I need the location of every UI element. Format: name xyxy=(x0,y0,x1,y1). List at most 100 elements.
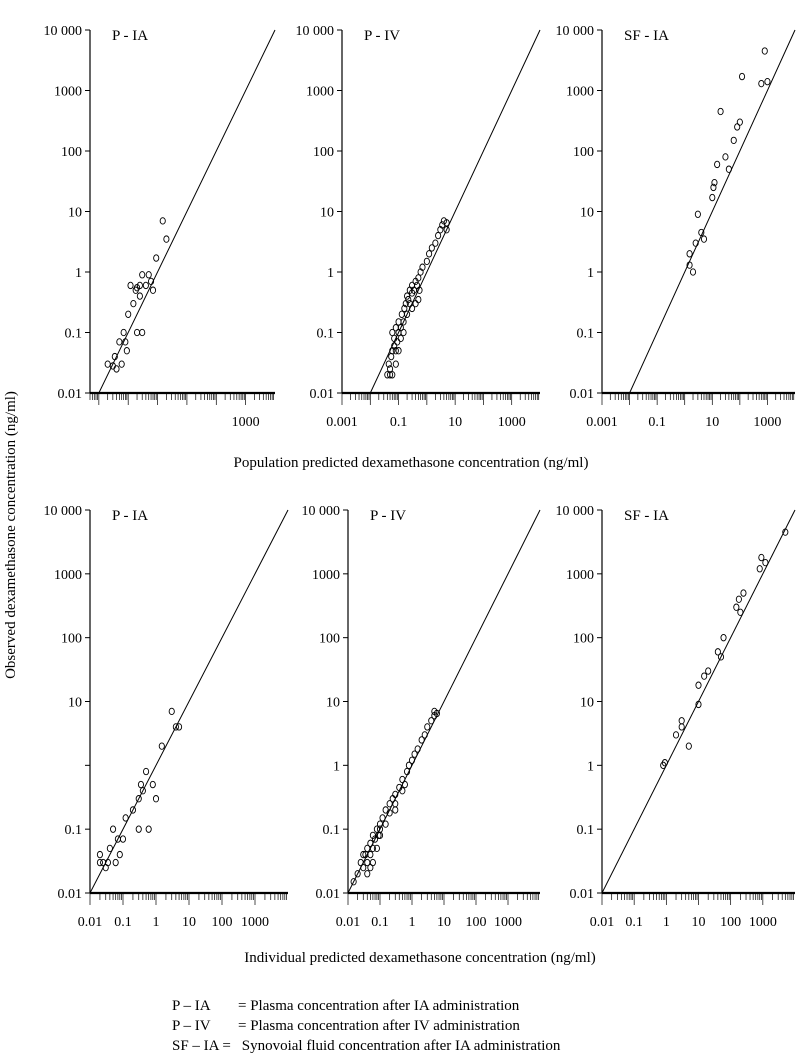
data-point xyxy=(392,347,399,355)
x-tick-label: 1 xyxy=(663,915,670,930)
y-tick-label: 0.1 xyxy=(323,823,341,838)
data-point xyxy=(424,723,431,731)
data-point xyxy=(350,878,357,886)
data-point xyxy=(172,723,179,731)
legend-text: Synovoial fluid concentration after IA a… xyxy=(238,1038,561,1054)
data-point xyxy=(408,756,416,764)
data-point xyxy=(717,653,725,661)
data-point xyxy=(364,870,371,878)
data-point xyxy=(758,553,765,562)
y-axis-label: Observed dexamethasone concentration (ng… xyxy=(3,391,19,679)
data-point xyxy=(119,835,127,843)
data-point xyxy=(735,595,742,603)
data-point xyxy=(405,295,412,304)
y-tick-label: 100 xyxy=(573,632,594,647)
y-tick-label: 1 xyxy=(327,266,334,281)
x-tick-label: 10 xyxy=(448,415,462,430)
data-point xyxy=(142,281,149,290)
y-tick-label: 10 000 xyxy=(296,24,335,39)
x-tick-label: 0.1 xyxy=(625,915,643,930)
data-point xyxy=(416,286,423,294)
data-point xyxy=(176,723,183,731)
x-tick-label: 10 xyxy=(437,915,451,930)
data-point xyxy=(404,292,411,300)
legend-row-sf-ia: SF – IA = Synovoial fluid concentration … xyxy=(172,1036,560,1056)
data-point xyxy=(720,634,727,642)
data-point xyxy=(733,603,740,611)
legend-key: P – IV xyxy=(172,1018,211,1034)
y-tick-label: 0.1 xyxy=(65,823,83,838)
data-point xyxy=(152,795,160,803)
x-tick-label: 0.01 xyxy=(78,915,103,930)
data-point xyxy=(136,281,143,290)
data-point xyxy=(700,235,708,243)
data-point xyxy=(399,787,406,795)
data-point xyxy=(736,118,743,126)
identity-line xyxy=(89,509,289,894)
panel-title: P - IA xyxy=(112,508,148,524)
chart-panel-3: 0.01 0.1 1 10 100 1000 10 000 0.001 0.1 10 1000 SF … xyxy=(556,24,796,430)
data-point xyxy=(110,825,117,833)
data-point xyxy=(694,210,701,218)
data-point xyxy=(111,352,118,361)
data-point xyxy=(382,820,389,828)
legend-key: SF – IA = xyxy=(172,1038,231,1054)
chart-panel-5: 0.01 0.1 1 10 100 1000 10 000 0.01 0.1 1 10 100 1000… xyxy=(302,504,541,930)
data-point xyxy=(695,700,702,709)
data-point xyxy=(758,79,765,88)
panel-title: P - IV xyxy=(370,508,406,524)
data-point xyxy=(385,360,392,368)
data-point xyxy=(113,365,120,373)
data-point xyxy=(401,304,408,313)
data-point xyxy=(116,338,123,346)
data-point xyxy=(705,667,712,675)
data-point xyxy=(112,858,119,867)
data-point xyxy=(400,318,407,326)
data-point xyxy=(379,814,386,822)
data-point xyxy=(104,858,112,867)
data-point xyxy=(122,338,129,346)
data-point xyxy=(685,742,692,750)
data-point xyxy=(360,850,367,859)
data-point xyxy=(740,589,747,597)
y-tick-label: 1 xyxy=(75,266,82,281)
data-point xyxy=(389,371,396,379)
y-tick-label: 0.1 xyxy=(65,327,83,342)
data-point xyxy=(392,324,399,332)
x-tick-label: 10 xyxy=(692,915,706,930)
data-point xyxy=(125,310,132,318)
x-tick-label: 0.1 xyxy=(371,915,389,930)
data-point xyxy=(145,825,152,833)
panel-title: P - IA xyxy=(112,28,148,44)
identity-line xyxy=(347,509,541,894)
data-point xyxy=(661,759,668,767)
data-point xyxy=(428,244,435,252)
data-point xyxy=(354,870,361,878)
x-tick-label: 1000 xyxy=(753,415,781,430)
data-point xyxy=(686,250,693,258)
data-point xyxy=(689,268,697,276)
y-tick-label: 100 xyxy=(61,145,82,160)
data-point xyxy=(392,360,399,368)
data-point xyxy=(714,648,721,656)
data-point xyxy=(120,328,127,337)
y-tick-label: 1000 xyxy=(54,568,82,583)
data-point xyxy=(137,780,145,789)
y-tick-label: 10 000 xyxy=(556,504,595,519)
y-tick-label: 10 xyxy=(68,206,82,221)
y-tick-label: 10 xyxy=(326,696,340,711)
data-point xyxy=(672,731,680,739)
y-tick-label: 100 xyxy=(61,632,82,647)
data-point xyxy=(392,806,399,814)
panel-title: SF - IA xyxy=(624,508,669,524)
data-point xyxy=(725,165,732,173)
x-tick-label: 100 xyxy=(466,915,487,930)
y-tick-label: 0.01 xyxy=(570,387,595,402)
data-point xyxy=(678,717,685,725)
data-point xyxy=(678,723,685,731)
data-point xyxy=(135,795,142,803)
y-tick-label: 1000 xyxy=(566,85,594,100)
y-tick-label: 0.01 xyxy=(570,887,595,902)
data-point xyxy=(159,217,166,225)
data-point xyxy=(413,281,421,290)
